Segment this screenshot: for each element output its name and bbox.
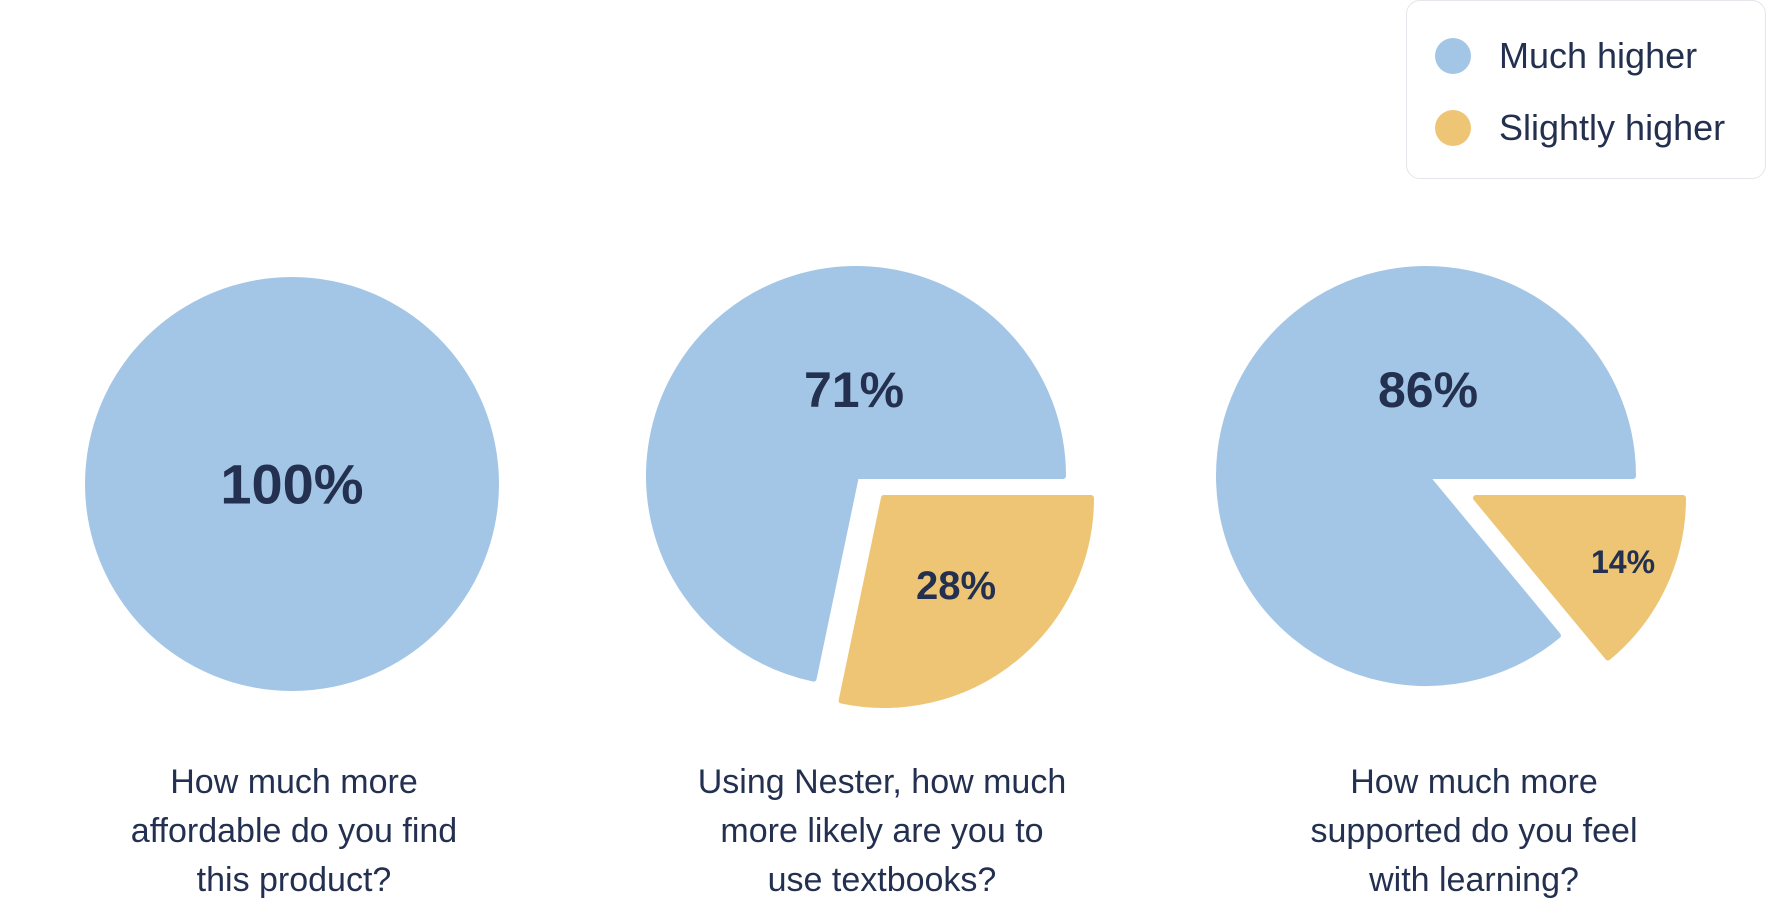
pie-1-caption-line: How much more [170, 763, 418, 801]
legend-item-much-higher: Much higher [1435, 35, 1697, 77]
pie-3-data-label: 86% [1378, 362, 1478, 418]
pie-3-caption-line: supported do you feel [1310, 812, 1638, 850]
pie-3-caption: How much more supported do you feel with… [1254, 758, 1694, 905]
pie-1-caption-line: this product? [196, 861, 392, 899]
pie-2-caption-line: Using Nester, how much [697, 763, 1067, 801]
legend-label-slightly-higher: Slightly higher [1499, 107, 1726, 148]
pie-2-slice-much-higher [646, 266, 1066, 682]
pie-1-slice-much-higher [85, 277, 499, 691]
pie-1-caption-line: affordable do you find [130, 812, 458, 850]
pie-1-data-label: 100% [220, 453, 363, 516]
legend-swatch-slightly-higher [1435, 110, 1471, 146]
pie-1-caption: How much more affordable do you find thi… [74, 758, 514, 905]
legend-label-much-higher: Much higher [1499, 35, 1698, 76]
pie-3-caption-line: with learning? [1369, 861, 1579, 899]
legend-swatch-much-higher [1435, 38, 1471, 74]
pie-3-caption-line: How much more [1350, 763, 1598, 801]
pie-2-caption: Using Nester, how much more likely are y… [662, 758, 1102, 905]
legend-item-slightly-higher: Slightly higher [1435, 107, 1725, 149]
pie-2-data-label: 71% [804, 362, 904, 418]
pie-3-data-label: 14% [1591, 544, 1655, 580]
pie-3-slice-slightly-higher [1473, 495, 1686, 661]
pie-2-data-label: 28% [916, 564, 996, 608]
pie-3-slice-much-higher [1216, 266, 1636, 687]
pie-2-slice-slightly-higher [838, 495, 1094, 708]
pie-2-caption-line: more likely are you to [720, 812, 1044, 850]
legend: Much higher Slightly higher [1406, 0, 1766, 179]
pie-2-caption-line: use textbooks? [767, 861, 997, 899]
